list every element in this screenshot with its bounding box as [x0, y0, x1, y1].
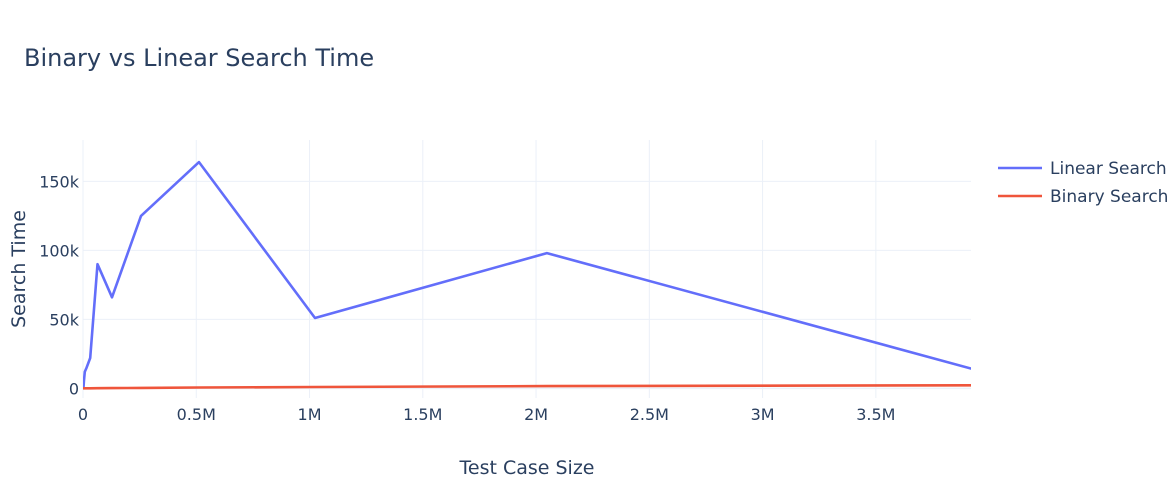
x-tick-label: 0 — [78, 405, 88, 424]
legend-item[interactable]: Binary Search — [998, 187, 1167, 207]
x-tick-label: 1M — [298, 405, 322, 424]
series-line-binary-search[interactable] — [83, 383, 1011, 390]
legend-label: Binary Search — [1050, 187, 1167, 207]
y-axis-ticks: 0 50k 100k 150k — [39, 172, 80, 398]
legend-item[interactable]: Linear Search — [998, 159, 1167, 179]
legend[interactable]: Linear Search Binary Search — [998, 159, 1167, 207]
legend-label: Linear Search — [1050, 159, 1167, 179]
y-tick-label: 100k — [39, 241, 80, 260]
x-tick-label: 2M — [524, 405, 548, 424]
x-tick-label: 1.5M — [403, 405, 442, 424]
chart-title: Binary vs Linear Search Time — [24, 44, 375, 72]
y-tick-label: 50k — [49, 310, 79, 329]
y-axis-title: Search Time — [8, 210, 30, 328]
x-tick-label: 0.5M — [177, 405, 216, 424]
y-tick-label: 150k — [39, 172, 80, 191]
x-tick-label: 3.5M — [856, 405, 895, 424]
x-tick-label: 3M — [751, 405, 775, 424]
series-line-linear-search[interactable] — [83, 160, 1011, 390]
y-tick-label: 0 — [69, 379, 79, 398]
x-tick-label: 2.5M — [630, 405, 669, 424]
grid — [82, 140, 971, 398]
x-axis-title: Test Case Size — [459, 457, 595, 479]
x-axis-ticks: 0 0.5M 1M 1.5M 2M 2.5M 3M 3.5M — [78, 405, 896, 424]
series-layer — [83, 160, 1011, 390]
